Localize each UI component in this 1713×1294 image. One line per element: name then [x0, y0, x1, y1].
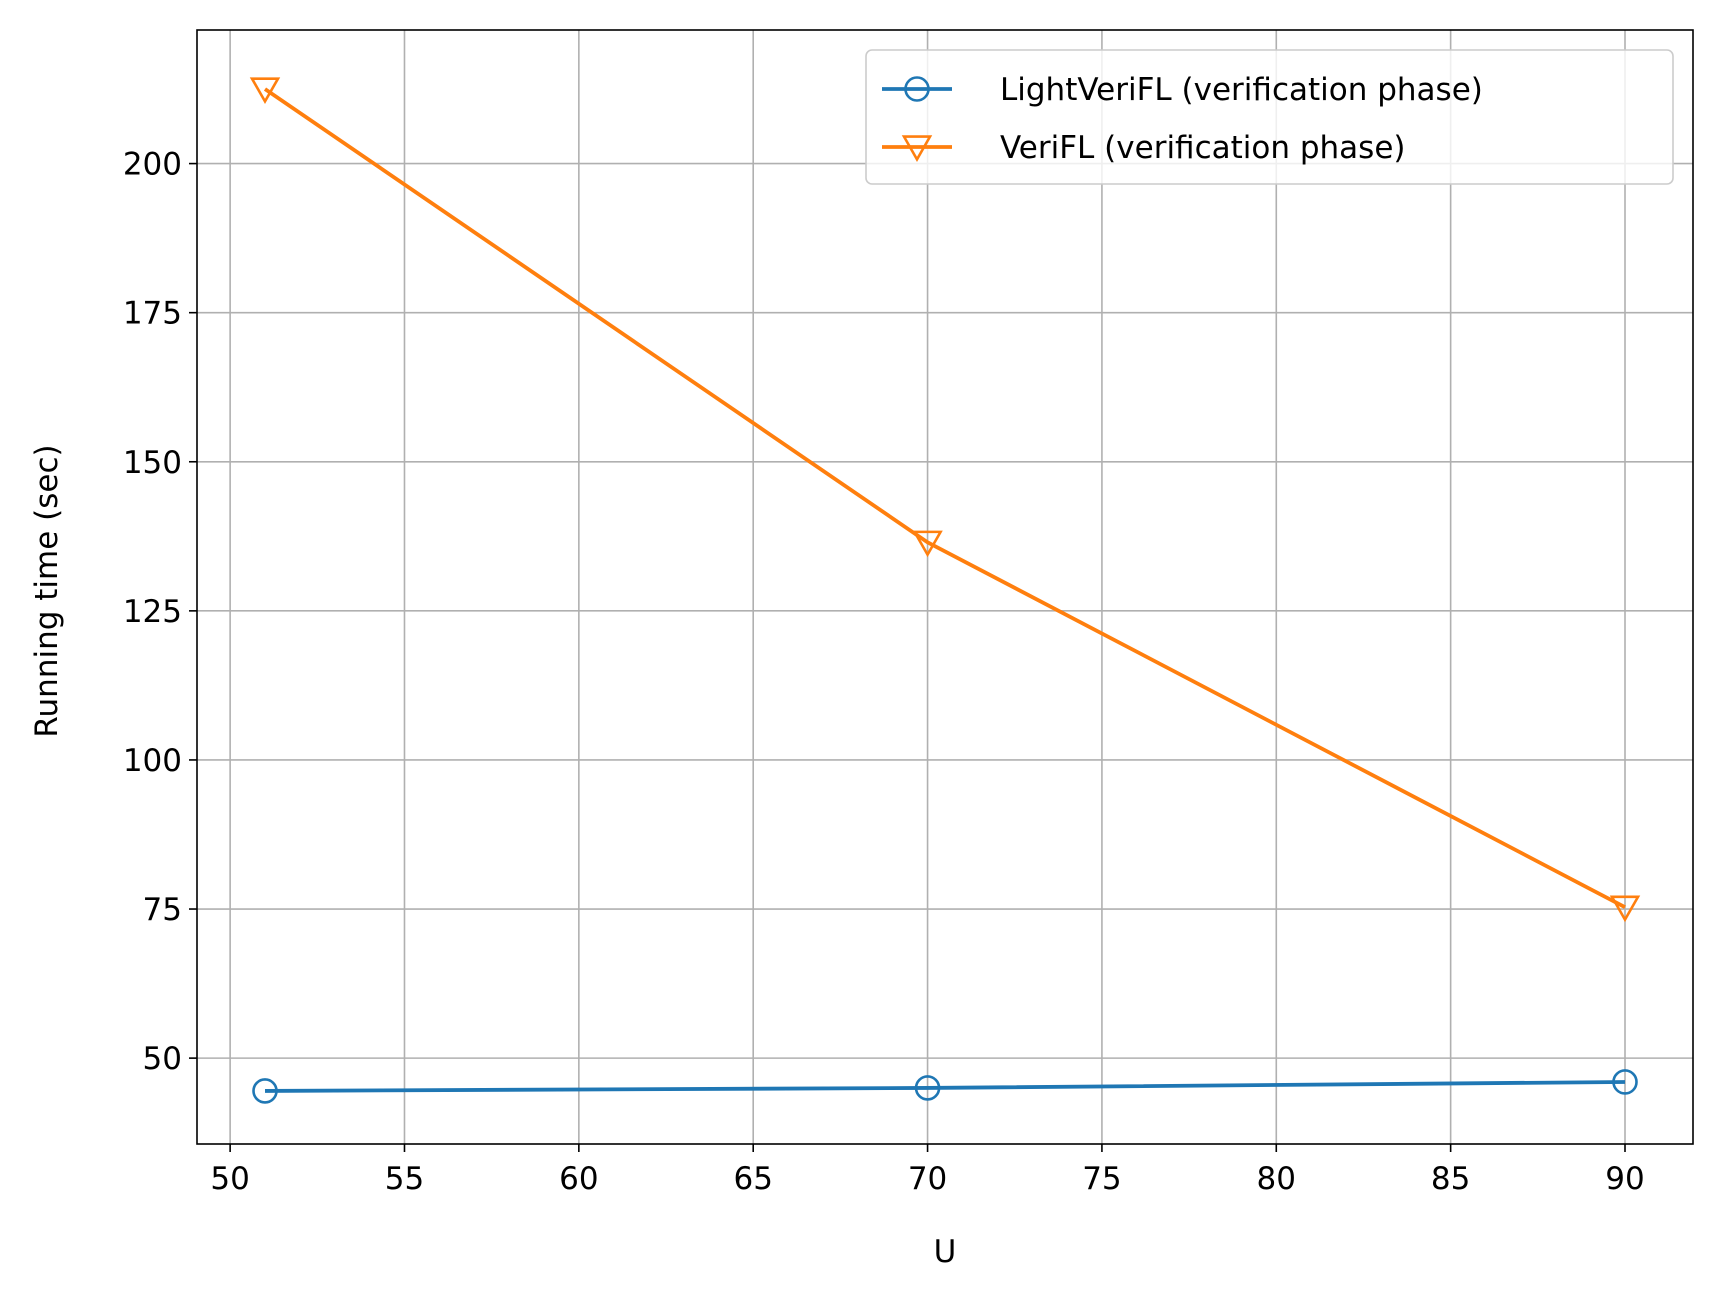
legend: LightVeriFL (verification phase) VeriFL (… [865, 49, 1674, 185]
y-tick-label: 175 [123, 296, 182, 332]
x-tick-label: 90 [1605, 1161, 1644, 1197]
x-tick-label: 55 [385, 1161, 424, 1197]
x-tick-label: 80 [1257, 1161, 1296, 1197]
grid-lines [197, 30, 1693, 1144]
series-2 [249, 77, 1641, 923]
x-axis: 50 55 60 65 70 75 80 85 90 [210, 1144, 1645, 1197]
legend-box [865, 49, 1674, 185]
plot-area-frame [196, 29, 1694, 1145]
x-tick-label: 60 [559, 1161, 598, 1197]
y-tick-label: 125 [123, 594, 182, 630]
y-axis: 50 75 100 125 150 175 200 [123, 147, 197, 1077]
y-tick-label: 200 [123, 147, 182, 183]
legend-label: LightVeriFL (verification phase) [1000, 72, 1483, 108]
y-axis-label: Running time (sec) [29, 444, 65, 737]
legend-marker [904, 76, 930, 102]
legend-marker [901, 135, 933, 162]
x-tick-label: 85 [1431, 1161, 1470, 1197]
data-point [914, 1075, 941, 1101]
x-tick-label: 65 [733, 1161, 772, 1197]
data-point [252, 1078, 278, 1104]
data-point [912, 530, 943, 558]
series-layer [249, 77, 1641, 1104]
series-line [263, 87, 1626, 909]
y-tick-label: 100 [123, 743, 182, 779]
y-tick-label: 150 [123, 445, 182, 481]
legend-item: LightVeriFL (verification phase) [882, 72, 1483, 108]
x-tick-label: 75 [1082, 1161, 1121, 1197]
data-point [1609, 895, 1641, 923]
legend-label: VeriFL (verification phase) [1000, 130, 1406, 166]
x-tick-label: 50 [210, 1161, 249, 1197]
x-tick-label: 70 [908, 1161, 947, 1197]
series-1 [252, 1069, 1638, 1104]
legend-item: VeriFL (verification phase) [882, 130, 1406, 166]
data-point [249, 77, 281, 105]
data-point [1612, 1069, 1638, 1095]
y-tick-label: 50 [143, 1041, 182, 1077]
y-tick-label: 75 [143, 892, 182, 928]
x-axis-label: U [934, 1234, 957, 1270]
series-line [264, 1080, 1626, 1093]
